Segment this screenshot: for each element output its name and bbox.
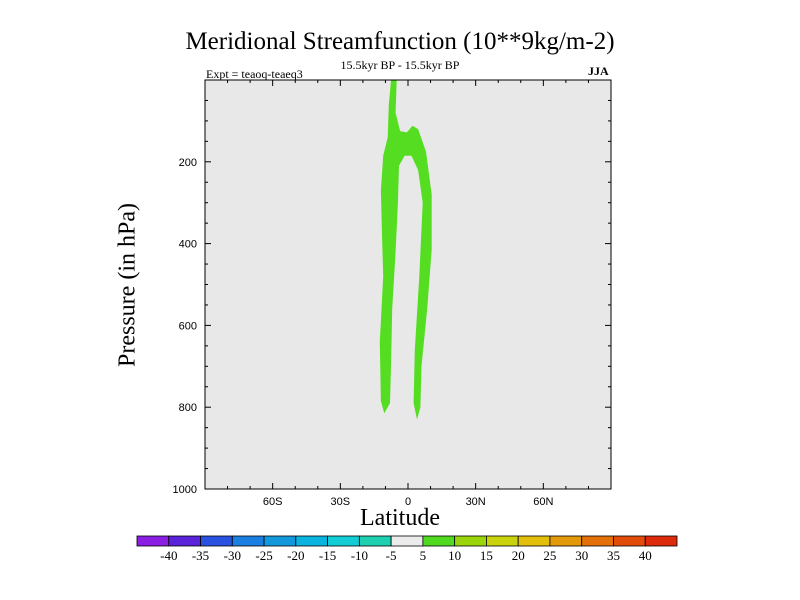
contour-regions xyxy=(379,80,432,420)
y-tick-label: 1000 xyxy=(173,484,197,496)
colorbar-box xyxy=(390,535,424,547)
colorbar-label: 15 xyxy=(480,548,493,563)
y-tick-label: 800 xyxy=(179,402,197,414)
colorbar-label: 5 xyxy=(420,548,427,563)
colorbar-label: 25 xyxy=(543,548,556,563)
x-tick-label: 60N xyxy=(533,496,553,508)
colorbar-box xyxy=(200,535,233,547)
x-axis: 60S 30S 0 30N 60N xyxy=(227,80,589,508)
colorbar-box xyxy=(295,535,328,547)
colorbar-label: 35 xyxy=(607,548,620,563)
x-axis-label: Latitude xyxy=(360,505,440,531)
contour-region-0 xyxy=(379,80,432,420)
y-axis: 200 400 600 800 1000 xyxy=(173,99,611,496)
chart-subtitle: 15.5kyr BP - 15.5kyr BP xyxy=(340,58,460,72)
colorbar-box xyxy=(613,535,646,547)
colorbar-box xyxy=(231,535,265,547)
colorbar-label: 10 xyxy=(448,548,461,563)
x-tick-label: 0 xyxy=(405,496,411,508)
colorbar-box xyxy=(549,535,583,547)
y-tick-label: 400 xyxy=(179,239,197,251)
x-tick-label: 60S xyxy=(263,496,283,508)
colorbar-box xyxy=(581,535,614,547)
colorbar-label: 30 xyxy=(575,548,588,563)
colorbar-box xyxy=(644,535,678,547)
colorbar-box xyxy=(263,535,297,547)
colorbar-label: 40 xyxy=(639,548,652,563)
colorbar-box xyxy=(422,535,456,547)
colorbar-label: -35 xyxy=(192,548,209,563)
colorbar-label: -30 xyxy=(224,548,241,563)
colorbar-box xyxy=(168,535,201,547)
colorbar-label: -5 xyxy=(386,548,397,563)
colorbar-label: -20 xyxy=(287,548,304,563)
colorbar-box xyxy=(358,535,392,547)
colorbar-box xyxy=(136,535,170,547)
colorbar-label: 20 xyxy=(512,548,525,563)
colorbar-label: -25 xyxy=(255,548,272,563)
colorbar-label: -10 xyxy=(351,548,368,563)
season-label: JJA xyxy=(588,64,609,78)
y-tick-label: 200 xyxy=(179,157,197,169)
x-tick-label: 30S xyxy=(331,496,351,508)
colorbar-box xyxy=(517,535,551,547)
colorbar-label: -15 xyxy=(319,548,336,563)
experiment-label: Expt = teaoq-teaeq3 xyxy=(206,67,303,81)
colorbar-box xyxy=(327,535,360,547)
x-tick-label: 30N xyxy=(466,496,486,508)
colorbar-box xyxy=(486,535,519,547)
chart-title: Meridional Streamfunction (10**9kg/m-2) xyxy=(185,28,615,55)
colorbar-box xyxy=(454,535,487,547)
colorbar-label: -40 xyxy=(160,548,177,563)
y-tick-label: 600 xyxy=(179,320,197,332)
